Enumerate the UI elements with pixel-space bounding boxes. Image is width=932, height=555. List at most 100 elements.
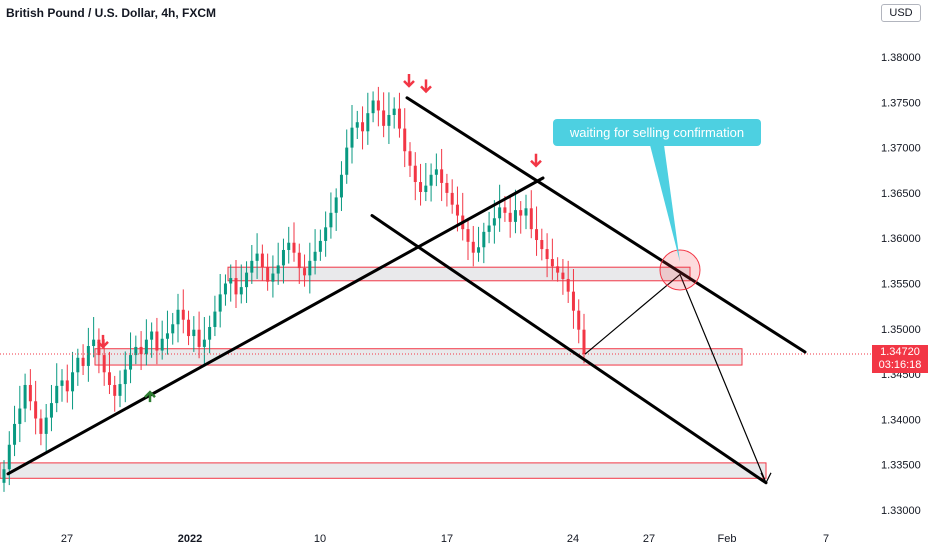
y-tick-label: 1.37500 <box>881 97 921 109</box>
x-tick-label: 2022 <box>178 533 202 545</box>
candle-body <box>213 311 217 327</box>
candle-body <box>18 408 22 424</box>
candle-body <box>571 291 575 311</box>
price-tag-countdown: 03:16:18 <box>878 359 922 371</box>
candle-body <box>287 242 291 250</box>
candle-body <box>223 283 227 295</box>
candle-body <box>582 329 586 355</box>
candle-body <box>49 403 53 418</box>
projection-line <box>584 273 767 484</box>
candle-body <box>382 110 386 126</box>
price-tag-price: 1.34720 <box>880 346 920 358</box>
candle-body <box>419 182 423 192</box>
candle-body <box>297 252 301 269</box>
candle-body <box>71 372 75 392</box>
candle-body <box>134 346 138 356</box>
candle-body <box>376 100 380 111</box>
signal-arrows <box>97 73 542 403</box>
candle-body <box>556 266 560 273</box>
candle-body <box>160 338 164 351</box>
candle-body <box>387 114 391 126</box>
projection-path <box>584 273 772 485</box>
candle-body <box>139 346 143 355</box>
candle-body <box>239 287 243 295</box>
candle-body <box>202 339 206 347</box>
candle-body <box>503 207 507 213</box>
candle-body <box>107 372 111 385</box>
sell-arrow-icon <box>420 79 432 94</box>
candle-body <box>165 333 169 339</box>
trendline-2 <box>405 96 807 354</box>
candle-body <box>65 380 69 392</box>
candle-body <box>550 259 554 267</box>
candle-body <box>245 272 249 288</box>
candle-body <box>345 147 349 175</box>
projection-arrowhead <box>760 472 772 485</box>
y-tick-label: 1.37000 <box>881 143 921 155</box>
candle-body <box>492 218 496 226</box>
currency-selector[interactable]: USD <box>881 4 921 22</box>
candle-body <box>487 225 491 232</box>
candle-body <box>171 324 175 334</box>
candle-body <box>392 108 396 115</box>
candle-body <box>150 331 154 340</box>
candle-body <box>176 309 180 325</box>
candle-body <box>429 174 433 186</box>
candle-body <box>7 444 11 470</box>
candle-body <box>339 174 343 198</box>
candle-body <box>408 151 412 166</box>
y-tick-label: 1.33500 <box>881 460 921 472</box>
candle-body <box>519 210 523 216</box>
callout-pointer <box>650 145 680 262</box>
x-tick-label: 17 <box>441 533 453 545</box>
candle-body <box>477 247 481 253</box>
chart-title: British Pound / U.S. Dollar, 4h, FXCM <box>6 6 217 20</box>
candle-body <box>23 384 27 409</box>
sell-arrow-icon <box>403 73 415 88</box>
x-tick-label: 27 <box>61 533 73 545</box>
candle-body <box>129 355 133 370</box>
candle-body <box>181 309 185 320</box>
zone-3 <box>0 462 767 479</box>
x-tick-label: 27 <box>643 533 655 545</box>
candle-body <box>76 357 80 373</box>
candle-body <box>218 294 222 312</box>
candle-body <box>361 122 365 132</box>
candle-body <box>445 182 449 193</box>
candle-body <box>39 418 43 434</box>
candle-body <box>440 169 444 183</box>
y-tick-label: 1.34000 <box>881 414 921 426</box>
candle-body <box>318 240 322 252</box>
candle-body <box>434 169 438 175</box>
candle-body <box>102 355 106 373</box>
candle-body <box>303 268 307 276</box>
y-tick-label: 1.36000 <box>881 233 921 245</box>
candle-body <box>535 229 539 241</box>
candle-body <box>60 380 64 386</box>
candle-body <box>424 185 428 192</box>
trendline-3 <box>370 214 768 485</box>
time-axis: 27 2022 10 17 24 27 Feb 7 <box>61 533 829 545</box>
candle-body <box>334 197 338 213</box>
target-circle <box>659 249 701 291</box>
candle-body <box>123 369 127 385</box>
candle-body <box>524 208 528 216</box>
candle-body <box>229 278 233 284</box>
trendline-1 <box>6 176 545 476</box>
candle-body <box>308 260 312 276</box>
y-tick-label: 1.36500 <box>881 188 921 200</box>
candle-body <box>97 339 101 356</box>
candle-body <box>350 127 354 148</box>
candle-body <box>498 207 502 219</box>
sell-arrow-icon <box>530 153 542 168</box>
candle-body <box>208 326 212 340</box>
candle-body <box>86 346 90 366</box>
candle-body <box>155 331 159 351</box>
candle-body <box>403 128 407 152</box>
trendlines <box>6 96 807 485</box>
candle-body <box>545 249 549 260</box>
candle-body <box>260 253 264 268</box>
candle-body <box>271 273 275 282</box>
